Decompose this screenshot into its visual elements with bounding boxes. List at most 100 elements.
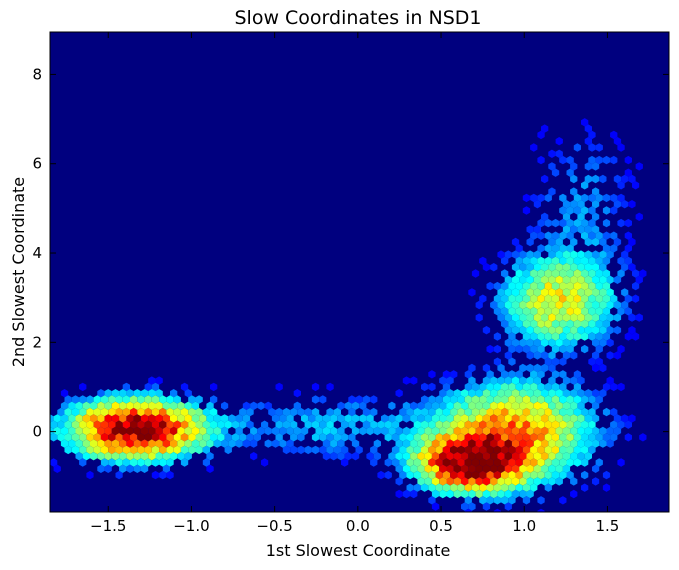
hexbin-cell: [242, 414, 251, 423]
hexbin-cell: [595, 155, 603, 165]
hexbin-cell: [144, 433, 152, 442]
hexbin-cell: [577, 414, 585, 423]
hexbin-cell: [530, 483, 538, 492]
hexbin-cell: [224, 420, 232, 429]
hexbin-cell: [566, 407, 574, 417]
hexbin-cell: [159, 458, 167, 467]
hexbin-cell: [282, 420, 291, 429]
hexbin-cell: [417, 414, 425, 423]
hexbin-cell: [602, 382, 611, 392]
hexbin-cell: [551, 407, 560, 417]
hexbin-cell: [435, 395, 443, 404]
hexbin-cell: [522, 496, 531, 505]
hexbin-cell: [271, 439, 280, 448]
hexbin-cell: [508, 420, 516, 429]
hexbin-cell: [177, 401, 185, 410]
hexbin-cell: [581, 420, 589, 429]
hexbin-cell: [548, 426, 556, 436]
hexbin-cell: [435, 445, 443, 455]
hexbin-cell: [551, 256, 560, 266]
hexbin-cell: [126, 401, 134, 410]
hexbin-cell: [581, 281, 589, 291]
hexbin-cell: [486, 445, 494, 455]
hexbin-cell: [508, 496, 516, 505]
hexbin-cell: [468, 414, 476, 423]
hexbin-cell: [290, 445, 298, 455]
hexbin-cell: [159, 445, 167, 455]
hexbin-cell: [581, 218, 589, 228]
hexbin-cell: [486, 344, 494, 354]
hexbin-cell: [199, 439, 207, 448]
hexbin-cell: [370, 420, 378, 429]
hexbin-cell: [551, 382, 560, 392]
hexbin-cell: [537, 470, 545, 480]
hexbin-cell: [573, 370, 581, 379]
hexbin-cell: [566, 294, 574, 303]
hexbin-cell: [450, 445, 458, 455]
hexbin-cell: [333, 407, 341, 417]
hexbin-cell: [570, 389, 578, 398]
hexbin-cell: [519, 452, 527, 461]
hexbin-cell: [348, 395, 356, 404]
hexbin-cell: [581, 193, 589, 203]
hexbin-cell: [515, 294, 523, 303]
hexbin-cell: [544, 231, 552, 240]
hexbin-cell: [461, 426, 469, 436]
hexbin-cell: [624, 294, 632, 303]
hexbin-cell: [337, 414, 345, 423]
hexbin-cell: [450, 470, 458, 480]
hexbin-cell: [486, 483, 494, 492]
hexbin-cell: [108, 445, 116, 455]
hexbin-cell: [453, 452, 461, 461]
hexbin-cell: [541, 124, 549, 133]
hexbin-cell: [115, 470, 123, 480]
hexbin-cell: [588, 218, 596, 228]
hexbin-cell: [559, 433, 567, 442]
hexbin-cell: [148, 414, 156, 423]
hexbin-cell: [613, 300, 622, 310]
hexbin-cell: [628, 414, 636, 423]
hexbin-cell: [170, 452, 178, 461]
hexbin-cell: [424, 439, 432, 448]
hexbin-cell: [570, 300, 578, 310]
hexbin-cell: [457, 420, 465, 429]
hexbin-cell: [424, 426, 432, 436]
hexbin-cell: [551, 470, 560, 480]
hexbin-cell: [497, 426, 505, 436]
hexbin-cell: [410, 439, 418, 448]
hexbin-cell: [199, 414, 207, 423]
hexbin-cell: [533, 401, 541, 410]
hexbin-cell: [344, 414, 352, 423]
hexbin-cell: [450, 370, 458, 379]
hexbin-cell: [573, 458, 581, 467]
hexbin-cell: [471, 458, 480, 467]
hexbin-cell: [588, 307, 596, 316]
hexbin-cell: [592, 162, 600, 171]
hexbin-cell: [606, 313, 614, 322]
hexbin-cell: [526, 288, 534, 297]
hexbin-cell: [613, 174, 622, 184]
hexbin-cell: [417, 452, 425, 461]
hexbin-cell: [490, 489, 498, 499]
hexbin-cell: [468, 489, 476, 499]
hexbin-cell: [541, 174, 549, 184]
hexbin-cell: [82, 401, 90, 410]
hexbin-cell: [573, 307, 581, 316]
hexbin-cell: [573, 281, 581, 291]
hexbin-cell: [71, 395, 80, 404]
hexbin-cell: [544, 407, 552, 417]
hexbin-cell: [497, 414, 505, 423]
hexbin-cell: [391, 445, 400, 455]
hexbin-cell: [486, 382, 494, 392]
hexbin-cell: [508, 458, 516, 467]
hexbin-cell: [566, 319, 574, 329]
hexbin-cell: [577, 376, 585, 385]
hexbin-cell: [639, 433, 647, 442]
hexbin-cell: [264, 439, 272, 448]
hexbin-cell: [162, 464, 170, 473]
hexbin-cell: [482, 426, 491, 436]
hexbin-cell: [562, 351, 571, 360]
hexbin-cell: [599, 389, 607, 398]
hexbin-cell: [122, 382, 130, 392]
hexbin-cell: [508, 445, 516, 455]
